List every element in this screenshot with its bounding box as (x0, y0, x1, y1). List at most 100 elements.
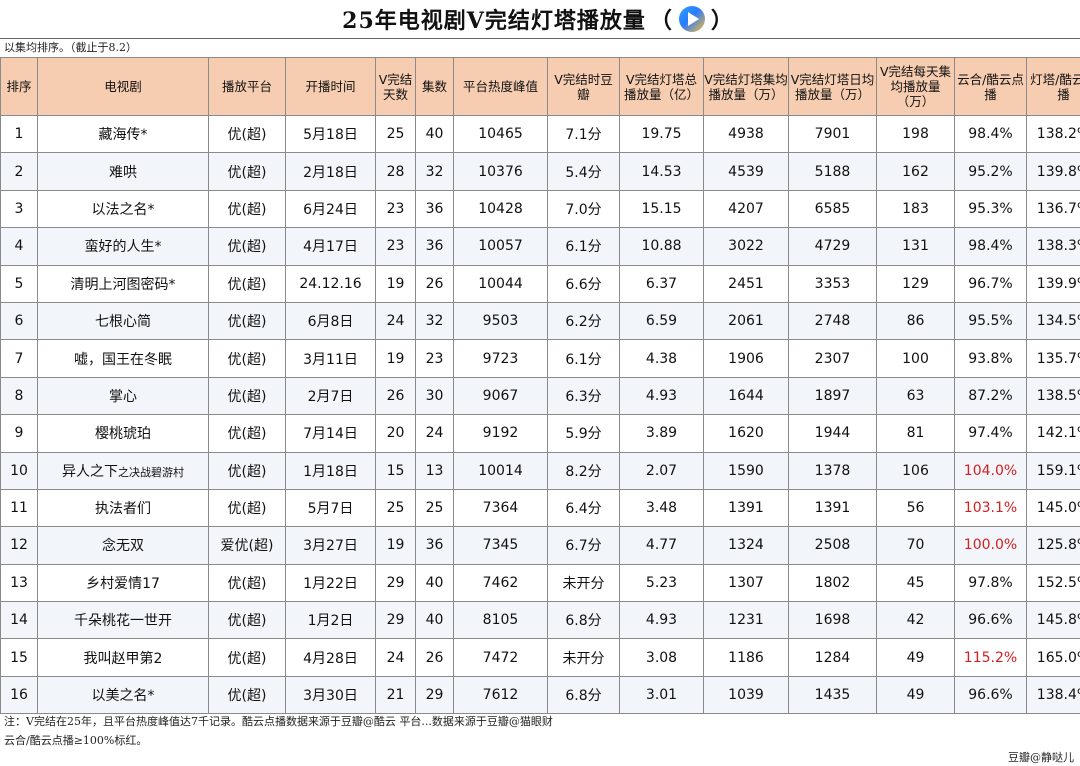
cell-heat: 10428 (453, 189, 548, 229)
drama-title: 掌心 (109, 388, 137, 405)
table-row: 6 七根心简 优(超) 6月8日 24 32 9503 6.2分 6.59 2061 2748 86 9… (0, 301, 1080, 341)
footer-note-line2: 云合/酷云点播≥100%标红。 (4, 734, 148, 747)
cell-heat: 8105 (453, 601, 548, 640)
cell-days: 19 (375, 526, 416, 565)
cell-daily-ep: 56 (876, 488, 955, 528)
col-header: V完结灯塔集均播放量（万） (703, 57, 789, 116)
cell-days: 25 (375, 114, 416, 154)
cell-total: 15.15 (619, 189, 704, 229)
cell-douban: 6.8分 (547, 675, 620, 715)
cell-dengta: 145.0% (1026, 488, 1080, 528)
cell-douban: 6.1分 (547, 339, 620, 378)
cell-title: 念无双 (37, 526, 209, 565)
col-header: V完结灯塔日均播放量（万） (788, 57, 877, 116)
cell-title: 异人之下之决战碧游村 (37, 451, 209, 490)
cell-platform: 优(超) (208, 376, 286, 416)
cell-title: 七根心简 (37, 301, 209, 341)
col-header: V完结天数 (375, 57, 416, 116)
cell-total: 14.53 (619, 152, 704, 191)
cell-yunhe: 93.8% (954, 339, 1027, 378)
cell-days: 26 (375, 376, 416, 416)
cell-heat: 9067 (453, 376, 548, 416)
table-row: 4 蛮好的人生* 优(超) 4月17日 23 36 10057 6.1分 10.88 3022 47… (0, 227, 1080, 266)
cell-rank: 5 (0, 264, 38, 303)
cell-total: 10.88 (619, 227, 704, 266)
cell-platform: 优(超) (208, 488, 286, 528)
cell-daily: 1944 (788, 414, 877, 453)
table-row: 3 以法之名* 优(超) 6月24日 23 36 10428 7.0分 15.15 4207 658… (0, 189, 1080, 229)
col-header: 平台热度峰值 (453, 57, 548, 116)
cell-title: 以美之名* (37, 675, 209, 715)
cell-per-ep: 4539 (703, 152, 789, 191)
cell-dengta: 138.5% (1026, 376, 1080, 416)
cell-title: 嘘，国王在冬眠 (37, 339, 209, 378)
cell-episodes: 40 (415, 563, 454, 603)
cell-per-ep: 2061 (703, 301, 789, 341)
cell-daily: 6585 (788, 189, 877, 229)
col-header: V完结每天集均播放量（万） (876, 57, 955, 116)
cell-episodes: 36 (415, 227, 454, 266)
cell-douban: 未开分 (547, 563, 620, 603)
cell-start: 5月18日 (285, 114, 376, 154)
cell-start: 4月28日 (285, 638, 376, 677)
cell-heat: 10057 (453, 227, 548, 266)
sort-note: 以集均排序。（截止于8.2） (4, 41, 137, 54)
cell-daily-ep: 45 (876, 563, 955, 603)
cell-total: 2.07 (619, 451, 704, 490)
cell-dengta: 136.7% (1026, 189, 1080, 229)
drama-title: 嘘，国王在冬眠 (74, 351, 172, 368)
cell-per-ep: 1906 (703, 339, 789, 378)
cell-heat: 10044 (453, 264, 548, 303)
cell-per-ep: 1324 (703, 526, 789, 565)
cell-daily: 2748 (788, 301, 877, 341)
cell-yunhe: 95.2% (954, 152, 1027, 191)
cell-start: 5月7日 (285, 488, 376, 528)
table-row: 12 念无双 爱优(超) 3月27日 19 36 7345 6.7分 4.77 1324 2508 7… (0, 526, 1080, 565)
cell-rank: 15 (0, 638, 38, 677)
cell-daily-ep: 100 (876, 339, 955, 378)
cell-platform: 优(超) (208, 638, 286, 677)
cell-total: 4.77 (619, 526, 704, 565)
cell-start: 1月18日 (285, 451, 376, 490)
cell-days: 19 (375, 339, 416, 378)
col-header: 排序 (0, 57, 38, 116)
cell-start: 1月22日 (285, 563, 376, 603)
drama-title: 念无双 (102, 538, 144, 555)
cell-rank: 13 (0, 563, 38, 603)
cell-start: 6月24日 (285, 189, 376, 229)
cell-daily: 1391 (788, 488, 877, 528)
footer: 注：V完结在25年，且平台热度峰值达7千记录。酷云点播数据来源于豆瓣@酷云 平台… (0, 710, 1080, 766)
cell-daily: 2508 (788, 526, 877, 565)
cell-total: 5.23 (619, 563, 704, 603)
cell-rank: 11 (0, 488, 38, 528)
cell-title: 以法之名* (37, 189, 209, 229)
cell-daily-ep: 70 (876, 526, 955, 565)
cell-total: 4.93 (619, 376, 704, 416)
cell-dengta: 142.1% (1026, 414, 1080, 453)
cell-total: 4.93 (619, 601, 704, 640)
cell-per-ep: 3022 (703, 227, 789, 266)
cell-douban: 5.9分 (547, 414, 620, 453)
cell-episodes: 36 (415, 189, 454, 229)
cell-title: 千朵桃花一世开 (37, 601, 209, 640)
cell-episodes: 32 (415, 301, 454, 341)
table-row: 2 难哄 优(超) 2月18日 28 32 10376 5.4分 14.53 4539 5188 16… (0, 152, 1080, 191)
col-header: V完结灯塔总播放量（亿） (619, 57, 704, 116)
cell-dengta: 135.7% (1026, 339, 1080, 378)
cell-start: 3月27日 (285, 526, 376, 565)
cell-platform: 优(超) (208, 451, 286, 490)
cell-daily-ep: 198 (876, 114, 955, 154)
cell-dengta: 134.5% (1026, 301, 1080, 341)
cell-daily-ep: 49 (876, 638, 955, 677)
cell-daily: 1802 (788, 563, 877, 603)
cell-days: 28 (375, 152, 416, 191)
cell-dengta: 159.1% (1026, 451, 1080, 490)
cell-episodes: 36 (415, 526, 454, 565)
cell-daily-ep: 42 (876, 601, 955, 640)
drama-title: 我叫赵甲第2 (83, 650, 163, 667)
drama-title: 异人之下 (62, 463, 118, 480)
cell-dengta: 152.5% (1026, 563, 1080, 603)
drama-title: 以美之名* (91, 688, 155, 705)
col-header: 灯塔/酷云点播 (1026, 57, 1080, 116)
